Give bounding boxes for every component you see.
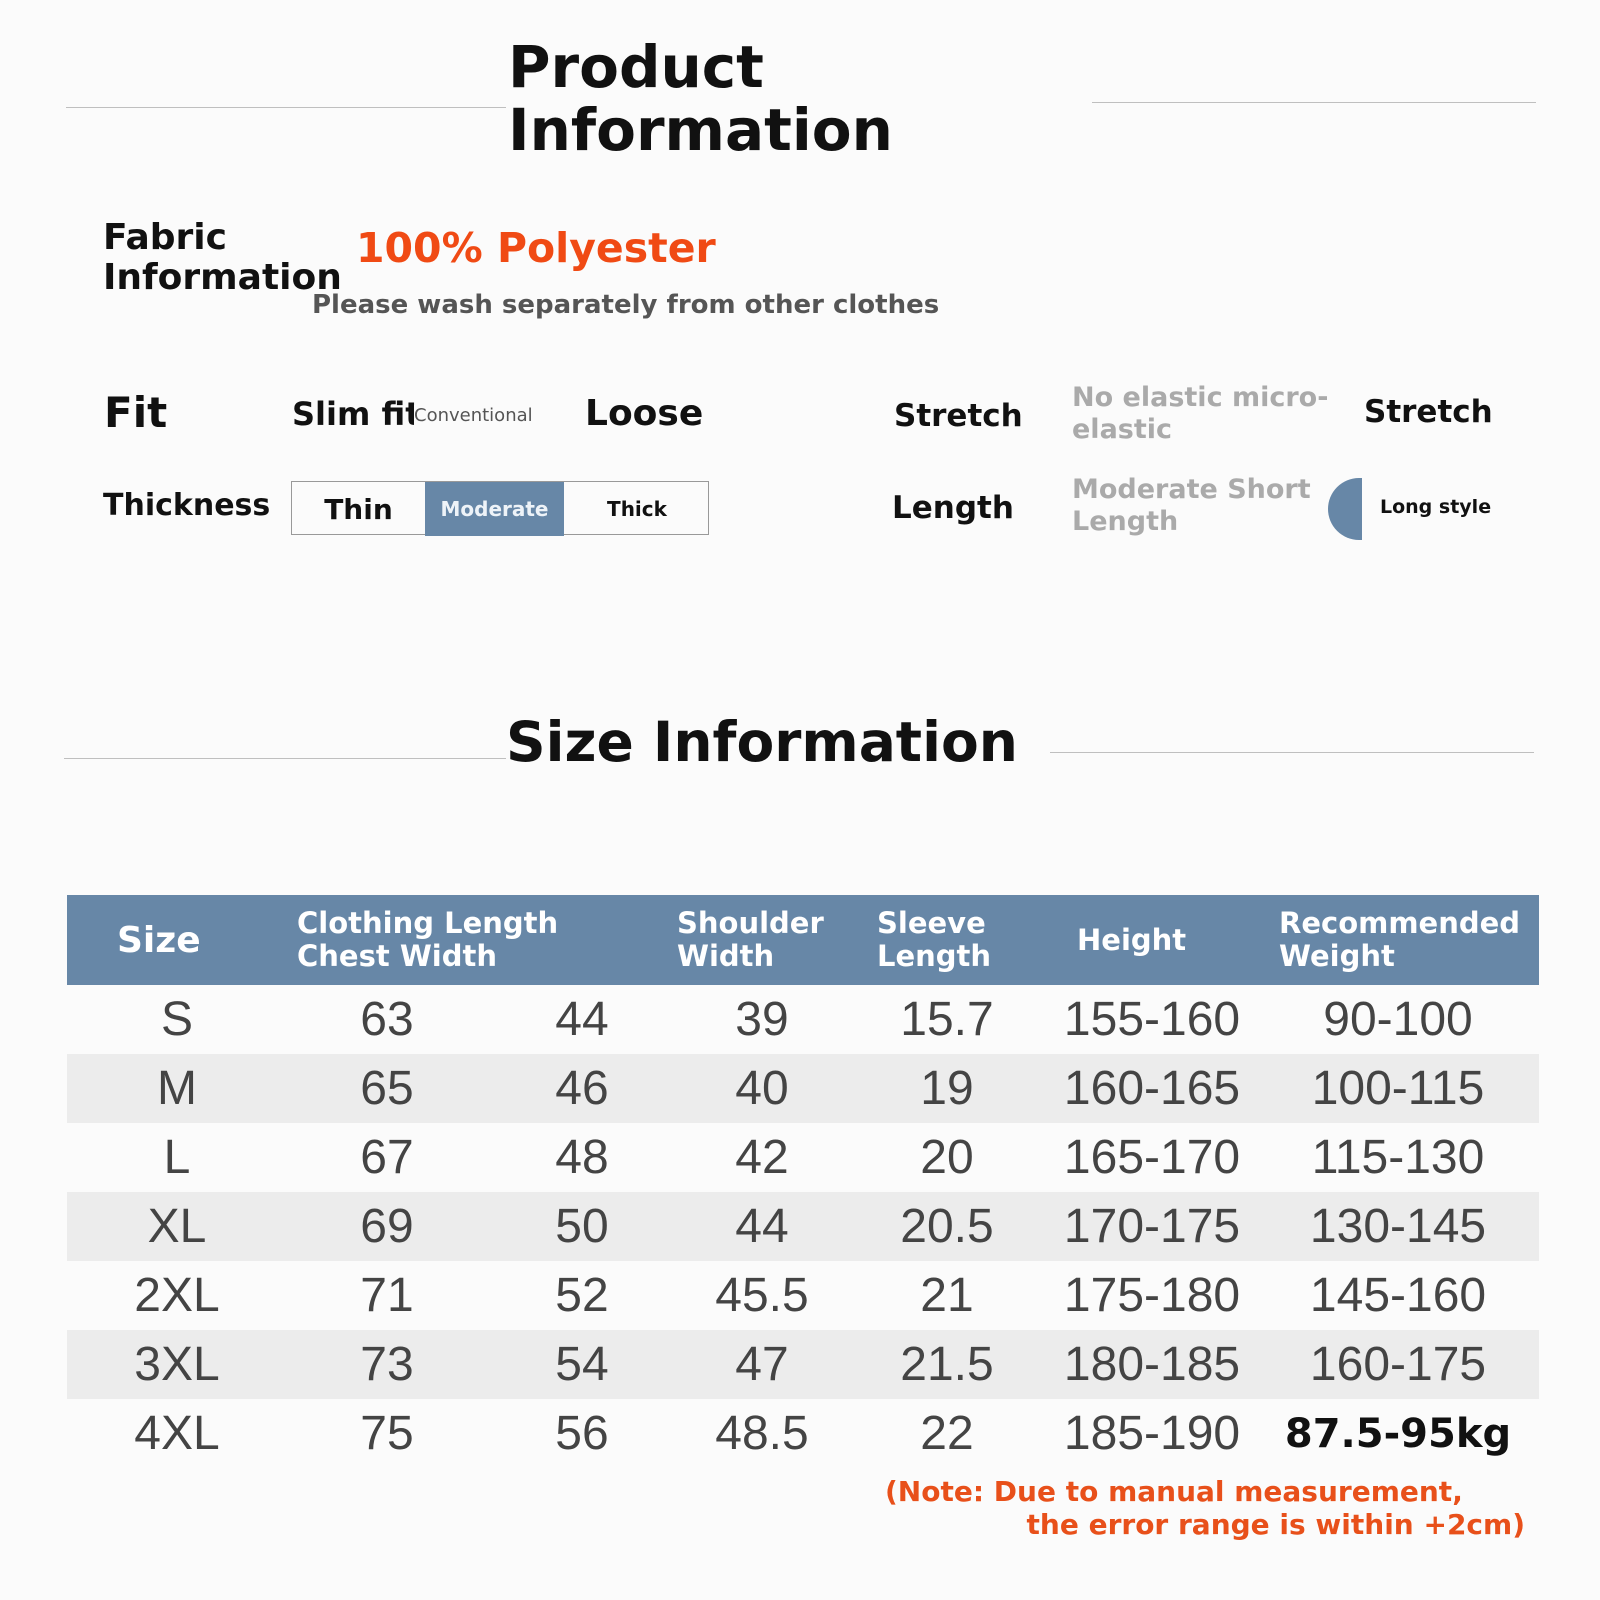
note-line-2: the error range is within +2cm) bbox=[1026, 1508, 1525, 1541]
header-clothing-chest: Clothing Length Chest Width bbox=[287, 895, 677, 985]
fabric-label: Fabric Information bbox=[103, 217, 342, 298]
table-cell: 56 bbox=[555, 1407, 609, 1460]
table-cell: 40 bbox=[677, 1054, 847, 1123]
divider-line bbox=[1050, 752, 1534, 753]
table-cell: 44 bbox=[677, 1192, 847, 1261]
length-option-long: Long style bbox=[1380, 496, 1492, 518]
table-cell: 63 bbox=[360, 993, 414, 1046]
table-cell: 21 bbox=[920, 1269, 974, 1322]
table-cell: 42 bbox=[735, 1131, 789, 1184]
table-cell: 130-145 bbox=[1257, 1192, 1539, 1261]
table-cell: 160-165 bbox=[1047, 1054, 1257, 1123]
table-cell: 87.5-95kg bbox=[1284, 1410, 1512, 1457]
table-row: XL 69 50 44 20.5 170-175 130-145 bbox=[67, 1192, 1539, 1261]
stretch-option-stretch: Stretch bbox=[1364, 394, 1493, 430]
table-row: 4XL 75 56 48.5 22 185-190 87.5-95kg bbox=[67, 1399, 1539, 1468]
table-cell: 69 bbox=[287, 1192, 487, 1261]
table-cell: 65 bbox=[287, 1054, 487, 1123]
table-cell: 73 bbox=[287, 1330, 487, 1399]
table-cell: 54 bbox=[487, 1330, 677, 1399]
divider-line bbox=[1092, 102, 1536, 103]
thickness-option-thin: Thin bbox=[324, 492, 393, 526]
table-cell: 155-160 bbox=[1063, 993, 1241, 1046]
table-cell: 3XL bbox=[67, 1330, 287, 1399]
thickness-label: Thickness bbox=[103, 488, 271, 523]
table-cell: 160-175 bbox=[1257, 1330, 1539, 1399]
header-shoulder-label: Shoulder Width bbox=[677, 906, 824, 973]
table-cell: XL bbox=[67, 1192, 287, 1261]
table-cell: 90-100 bbox=[1323, 993, 1473, 1046]
note-line-1: (Note: Due to manual measurement, bbox=[885, 1475, 1463, 1508]
table-cell: 71 bbox=[360, 1269, 414, 1322]
table-cell: 19 bbox=[847, 1054, 1047, 1123]
table-cell: 145-160 bbox=[1309, 1269, 1487, 1322]
fabric-value: 100% Polyester bbox=[356, 224, 716, 272]
thickness-selector: Thin Moderate Thick bbox=[291, 481, 709, 536]
table-cell: 67 bbox=[360, 1131, 414, 1184]
table-cell: 75 bbox=[360, 1407, 414, 1460]
header-shoulder: Shoulder Width bbox=[677, 895, 847, 985]
table-cell: 165-170 bbox=[1063, 1131, 1241, 1184]
table-cell: 115-130 bbox=[1311, 1131, 1485, 1184]
length-label: Length bbox=[892, 490, 1014, 526]
table-row: 3XL 73 54 47 21.5 180-185 160-175 bbox=[67, 1330, 1539, 1399]
fit-option-conventional: Conventional bbox=[414, 405, 533, 426]
table-cell: 185-190 bbox=[1063, 1407, 1241, 1460]
wash-note: Please wash separately from other clothe… bbox=[312, 290, 940, 320]
table-row: 2XL 71 52 45.5 21 175-180 145-160 bbox=[67, 1261, 1539, 1330]
header-clothing-chest-label: Clothing Length Chest Width bbox=[297, 906, 559, 973]
header-sleeve-label: Sleeve Length bbox=[877, 906, 992, 973]
table-cell: M bbox=[67, 1054, 287, 1123]
table-cell: 39 bbox=[735, 993, 789, 1046]
table-cell: 15.7 bbox=[900, 993, 994, 1046]
table-cell: 47 bbox=[677, 1330, 847, 1399]
header-weight: Recommended Weight bbox=[1257, 895, 1539, 985]
table-cell: 44 bbox=[555, 993, 609, 1046]
table-cell: 2XL bbox=[134, 1269, 220, 1322]
thickness-option-moderate: Moderate bbox=[425, 482, 564, 536]
table-row: M 65 46 40 19 160-165 100-115 bbox=[67, 1054, 1539, 1123]
table-cell: 170-175 bbox=[1047, 1192, 1257, 1261]
stretch-label: Stretch bbox=[894, 398, 1023, 434]
table-header-row: Size Clothing Length Chest Width Shoulde… bbox=[67, 895, 1539, 985]
header-height: Height bbox=[1047, 895, 1257, 985]
header-weight-label: Recommended Weight bbox=[1279, 906, 1521, 973]
table-cell: 46 bbox=[487, 1054, 677, 1123]
table-cell: 50 bbox=[487, 1192, 677, 1261]
header-size: Size bbox=[67, 895, 287, 985]
table-cell: S bbox=[160, 993, 193, 1046]
table-cell: 21.5 bbox=[847, 1330, 1047, 1399]
table-cell: 20 bbox=[920, 1131, 974, 1184]
fit-label: Fit bbox=[104, 388, 168, 437]
length-option-moderate-short: Moderate Short Length bbox=[1072, 474, 1311, 537]
fit-option-loose: Loose bbox=[585, 393, 704, 434]
table-cell: 20.5 bbox=[847, 1192, 1047, 1261]
thickness-option-thick: Thick bbox=[607, 497, 667, 521]
stretch-option-none: No elastic micro-elastic bbox=[1072, 382, 1329, 445]
table-cell: 48 bbox=[555, 1131, 609, 1184]
table-cell: 100-115 bbox=[1257, 1054, 1539, 1123]
product-info-title: Product Information bbox=[508, 33, 893, 164]
measurement-note: (Note: Due to manual measurement, the er… bbox=[880, 1475, 1525, 1541]
table-cell: 52 bbox=[555, 1269, 609, 1322]
table-cell: 4XL bbox=[134, 1407, 220, 1460]
table-cell: L bbox=[163, 1131, 191, 1184]
table-cell: 48.5 bbox=[715, 1407, 809, 1460]
fit-option-slim: Slim fit bbox=[292, 395, 421, 433]
table-cell: 180-185 bbox=[1047, 1330, 1257, 1399]
table-cell: 175-180 bbox=[1063, 1269, 1241, 1322]
header-sleeve: Sleeve Length bbox=[847, 895, 1047, 985]
table-row: S 63 44 39 15.7 155-160 90-100 bbox=[67, 985, 1539, 1054]
size-table: Size Clothing Length Chest Width Shoulde… bbox=[67, 895, 1539, 1468]
table-row: L 67 48 42 20 165-170 115-130 bbox=[67, 1123, 1539, 1192]
divider-line bbox=[64, 758, 506, 759]
divider-line bbox=[66, 107, 506, 108]
table-cell: 22 bbox=[920, 1407, 974, 1460]
table-cell: 45.5 bbox=[715, 1269, 809, 1322]
size-info-title: Size Information bbox=[506, 710, 1018, 774]
